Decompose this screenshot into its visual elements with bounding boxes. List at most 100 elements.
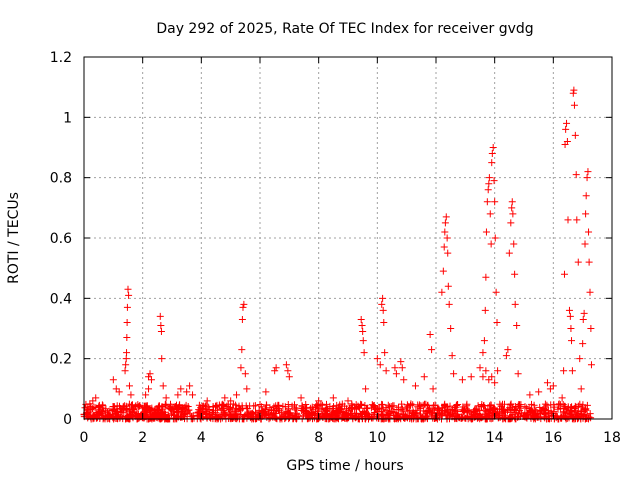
data-point (315, 397, 323, 405)
data-point (92, 394, 100, 402)
data-point (447, 325, 455, 332)
data-point (420, 373, 428, 381)
x-tick-label: 4 (197, 430, 206, 446)
data-point (587, 325, 595, 332)
data-point (570, 101, 578, 109)
data-point (127, 391, 135, 399)
data-point (482, 367, 490, 375)
chart-title: Day 292 of 2025, Rate Of TEC Index for r… (156, 21, 533, 37)
y-tick-label: 1.2 (50, 50, 72, 66)
data-point (491, 379, 499, 387)
data-point (579, 340, 587, 348)
data-point (376, 361, 384, 369)
data-point (573, 216, 581, 224)
data-point (491, 198, 499, 206)
data-point (183, 388, 191, 396)
y-tick-label: 0 (63, 412, 72, 428)
data-point (441, 219, 449, 227)
data-point (379, 306, 387, 314)
data-point (586, 288, 594, 296)
data-point (158, 355, 166, 363)
data-point (490, 177, 498, 185)
data-point (567, 325, 575, 332)
data-point (262, 388, 270, 396)
data-point (271, 367, 279, 375)
data-point (359, 337, 367, 345)
data-point (493, 318, 501, 326)
data-point (535, 388, 543, 396)
data-point (391, 364, 399, 372)
data-point (492, 288, 500, 296)
data-point (285, 373, 293, 381)
data-point (162, 394, 170, 402)
data-point (233, 391, 241, 399)
data-point (426, 331, 434, 339)
data-point (282, 361, 290, 369)
data-point (411, 382, 419, 390)
data-point (284, 367, 292, 375)
data-point (360, 349, 368, 357)
x-tick-label: 10 (368, 430, 386, 446)
y-tick-label: 0.6 (50, 231, 72, 247)
x-tick-label: 2 (138, 430, 147, 446)
data-point (508, 198, 516, 206)
data-point (146, 370, 154, 378)
data-point (504, 346, 512, 354)
data-point (400, 376, 408, 384)
data-point (546, 385, 554, 393)
data-point (563, 119, 571, 127)
data-point (508, 204, 516, 212)
data-point (562, 125, 570, 133)
data-point (429, 385, 437, 393)
data-point (511, 270, 519, 278)
x-tick-label: 8 (314, 430, 323, 446)
data-point (582, 210, 590, 218)
data-point (381, 349, 389, 357)
data-point (526, 391, 534, 399)
data-point (555, 400, 563, 408)
data-point (297, 394, 305, 402)
data-point (238, 315, 246, 323)
x-tick-label: 18 (603, 430, 621, 446)
data-point (482, 228, 490, 236)
data-point (357, 315, 365, 323)
data-point (558, 394, 566, 402)
data-point (566, 312, 574, 320)
data-point (481, 306, 489, 314)
data-point (444, 282, 452, 290)
data-point (585, 228, 593, 236)
data-point (157, 328, 165, 336)
data-point (177, 385, 185, 393)
y-tick-label: 0.4 (50, 291, 72, 307)
data-point (581, 240, 589, 248)
data-point (392, 370, 400, 378)
data-point (379, 294, 387, 302)
data-point (571, 131, 579, 139)
data-point (507, 219, 515, 227)
data-point (378, 300, 386, 308)
data-point (382, 367, 390, 375)
y-axis-label: ROTI / TECUs (6, 192, 22, 284)
data-point (488, 373, 496, 381)
data-point (142, 391, 150, 399)
data-point (577, 385, 585, 393)
data-point (574, 258, 582, 266)
data-point (480, 337, 488, 345)
data-point (565, 306, 573, 314)
data-point (489, 144, 497, 151)
data-point (186, 382, 194, 390)
data-point (189, 391, 197, 399)
data-point (358, 321, 366, 329)
data-point (587, 361, 595, 369)
data-point (585, 258, 593, 266)
data-point (157, 321, 165, 329)
data-point (510, 240, 518, 248)
data-point (397, 358, 405, 366)
data-point (124, 285, 132, 293)
data-point (458, 376, 466, 384)
data-point (145, 373, 153, 381)
data-point (112, 385, 120, 393)
data-point (580, 309, 588, 317)
data-point (123, 349, 131, 357)
data-point (511, 300, 519, 308)
